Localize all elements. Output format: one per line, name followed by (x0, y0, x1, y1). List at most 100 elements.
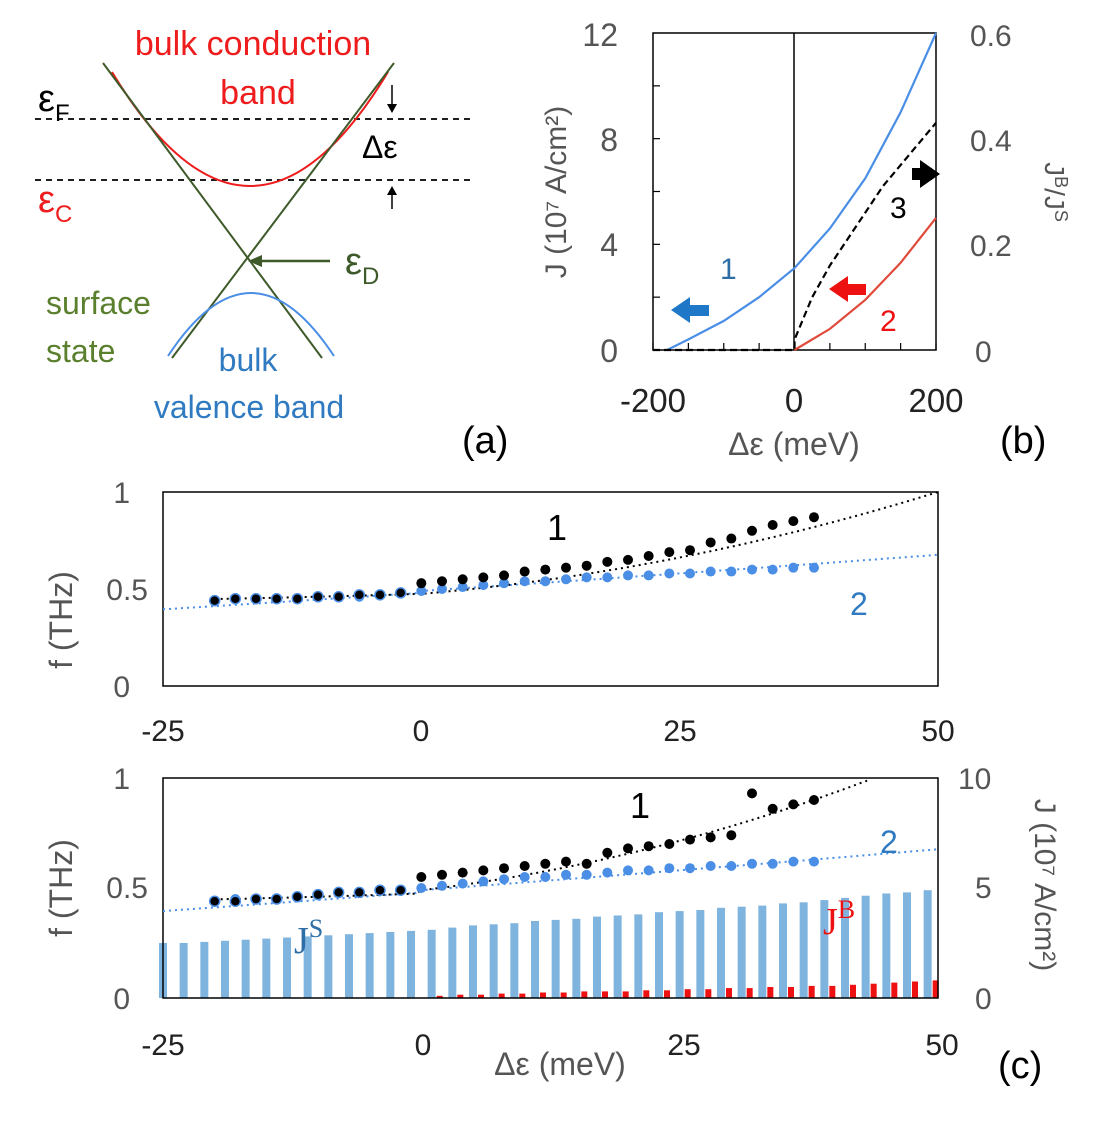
b-curve-1-label: 1 (720, 253, 737, 286)
c-bottom-trend-1 (214, 778, 872, 901)
c-top-point-series-2 (416, 585, 427, 596)
b-xtick-1: 0 (785, 382, 803, 419)
surface-state-line-1 (102, 62, 323, 359)
c-top-point-series-2 (561, 574, 571, 585)
c-bottom-point-series-1 (270, 893, 283, 905)
bulk-valence-band-curve (167, 292, 335, 357)
c-top-point-series-2 (540, 576, 551, 587)
c-bottom-point-series-1 (726, 830, 737, 841)
c-bottom-point-series-1 (332, 886, 345, 899)
c-bottom-point-series-2 (478, 876, 489, 887)
c-top-point-series-2 (437, 584, 447, 594)
c-top-point-series-2 (499, 578, 509, 589)
b-ytick-left-2: 8 (600, 122, 618, 158)
valence-label-line1: bulk (219, 342, 279, 378)
c-bottom-ytick-1: 0.5 (106, 872, 148, 905)
c-top-point-series-2 (581, 572, 592, 583)
c-bottom-bar-js (861, 895, 870, 998)
c-bottom-point-series-1 (374, 884, 386, 896)
b-ylabel-right: JB/JS (1039, 162, 1071, 222)
c-bottom-bar-js (179, 943, 188, 998)
c-bottom-bar-jb (912, 981, 918, 998)
c-bottom-point-series-2 (788, 856, 799, 867)
c-bottom-point-series-1 (519, 861, 530, 871)
c-top-point-series-2 (602, 572, 613, 583)
c-top-point-series-1 (519, 566, 530, 577)
c-top-point-series-2 (809, 562, 819, 573)
c-bottom-bar-jb (870, 983, 877, 998)
c-bottom-bar-js (365, 933, 374, 998)
blue-left-arrow-icon (671, 297, 709, 323)
c-bottom-bar-js (407, 930, 415, 998)
c-bottom-bar-js (386, 932, 395, 998)
c-bottom-point-series-2 (561, 869, 571, 880)
c-top-xtick-2: 25 (663, 715, 696, 748)
c-top-point-series-2 (685, 568, 695, 579)
c-bottom-bar-js (345, 934, 353, 998)
c-top-point-series-1 (747, 525, 757, 536)
c-top-point-series-1 (788, 516, 799, 527)
panel-a: bulk conduction band εF εC εD Δε surface… (35, 25, 508, 462)
c-bottom-point-series-1 (540, 858, 551, 869)
b-ylabel-left: J (10⁷ A/cm²) (540, 106, 573, 279)
c-bottom-point-series-1 (499, 863, 509, 874)
c-top-point-series-1 (623, 554, 633, 565)
c-bottom-bar-jb (767, 987, 774, 998)
c-top-point-series-2 (705, 566, 716, 577)
c-top-point-series-1 (705, 537, 716, 548)
c-bottom-ytick-right-0: 0 (975, 983, 992, 1016)
surface-label-line1: surface (46, 285, 151, 321)
c-bottom-bar-jb (602, 991, 608, 998)
delta-epsilon-label: Δε (362, 129, 398, 165)
c-bottom-point-series-1 (478, 865, 489, 876)
c-bottom-point-series-1 (394, 884, 407, 896)
c-top-point-series-1 (394, 587, 407, 599)
c-bottom-bar-jb (664, 990, 670, 998)
c-bottom-point-series-1 (705, 832, 716, 843)
c-bottom-point-series-1 (437, 869, 447, 880)
js-bar-label: JS (294, 914, 323, 962)
c-top-point-series-2 (788, 562, 799, 573)
c-bottom-bar-js (593, 916, 601, 998)
conduction-edge-label: εC (38, 179, 72, 228)
c-top-point-series-1 (685, 545, 695, 556)
red-left-arrow-icon (829, 276, 866, 302)
c-bottom-bar-js (696, 910, 705, 998)
c-bottom-point-series-2 (747, 858, 757, 869)
c-bottom-ytick-0: 0 (113, 983, 130, 1016)
c-bottom-bar-js (758, 905, 767, 998)
c-bottom-data-points (208, 788, 819, 907)
c-bottom-bar-jb (788, 987, 794, 998)
c-bottom-current-bars (159, 890, 939, 998)
c-bottom-point-series-1 (581, 858, 592, 869)
c-bottom-point-series-1 (767, 803, 778, 814)
c-bottom-point-series-2 (623, 865, 633, 876)
c-bottom-bar-jb (684, 989, 691, 998)
c-bottom-point-series-1 (229, 895, 242, 907)
c-bottom-point-series-1 (664, 839, 675, 849)
black-right-arrow-icon (912, 160, 940, 188)
c-bottom-point-series-1 (312, 888, 324, 901)
c-top-trend-1 (214, 491, 939, 600)
c-top-point-series-2 (664, 568, 675, 579)
c-bottom-curve-2-label: 2 (880, 824, 898, 860)
b-ytick-left-0: 0 (600, 333, 618, 369)
c-bottom-bar-js (221, 940, 229, 998)
c-bottom-bar-js (448, 927, 457, 998)
c-bottom-plot-frame (162, 777, 939, 999)
c-bottom-bar-js (262, 938, 271, 998)
delta-arrowhead-top (387, 104, 397, 113)
c-bottom-bar-js (283, 937, 291, 998)
c-bottom-bar-js (510, 923, 519, 998)
c-bottom-bar-js (551, 919, 560, 998)
c-bottom-point-series-1 (685, 834, 695, 845)
c-top-point-series-2 (747, 564, 757, 575)
c-bottom-xtick-3: 50 (925, 1029, 958, 1062)
c-bottom-bar-jb (436, 995, 443, 998)
c-bottom-bar-jb (643, 990, 650, 998)
c-bottom-point-series-2 (437, 880, 447, 891)
c-bottom-bar-js (903, 892, 911, 998)
c-bottom-xtick-0: -25 (141, 1029, 184, 1062)
c-top-point-series-1 (312, 591, 324, 603)
panel-c-top: 0 0.5 1 -25 0 25 50 f (THz) 1 2 (43, 477, 955, 748)
